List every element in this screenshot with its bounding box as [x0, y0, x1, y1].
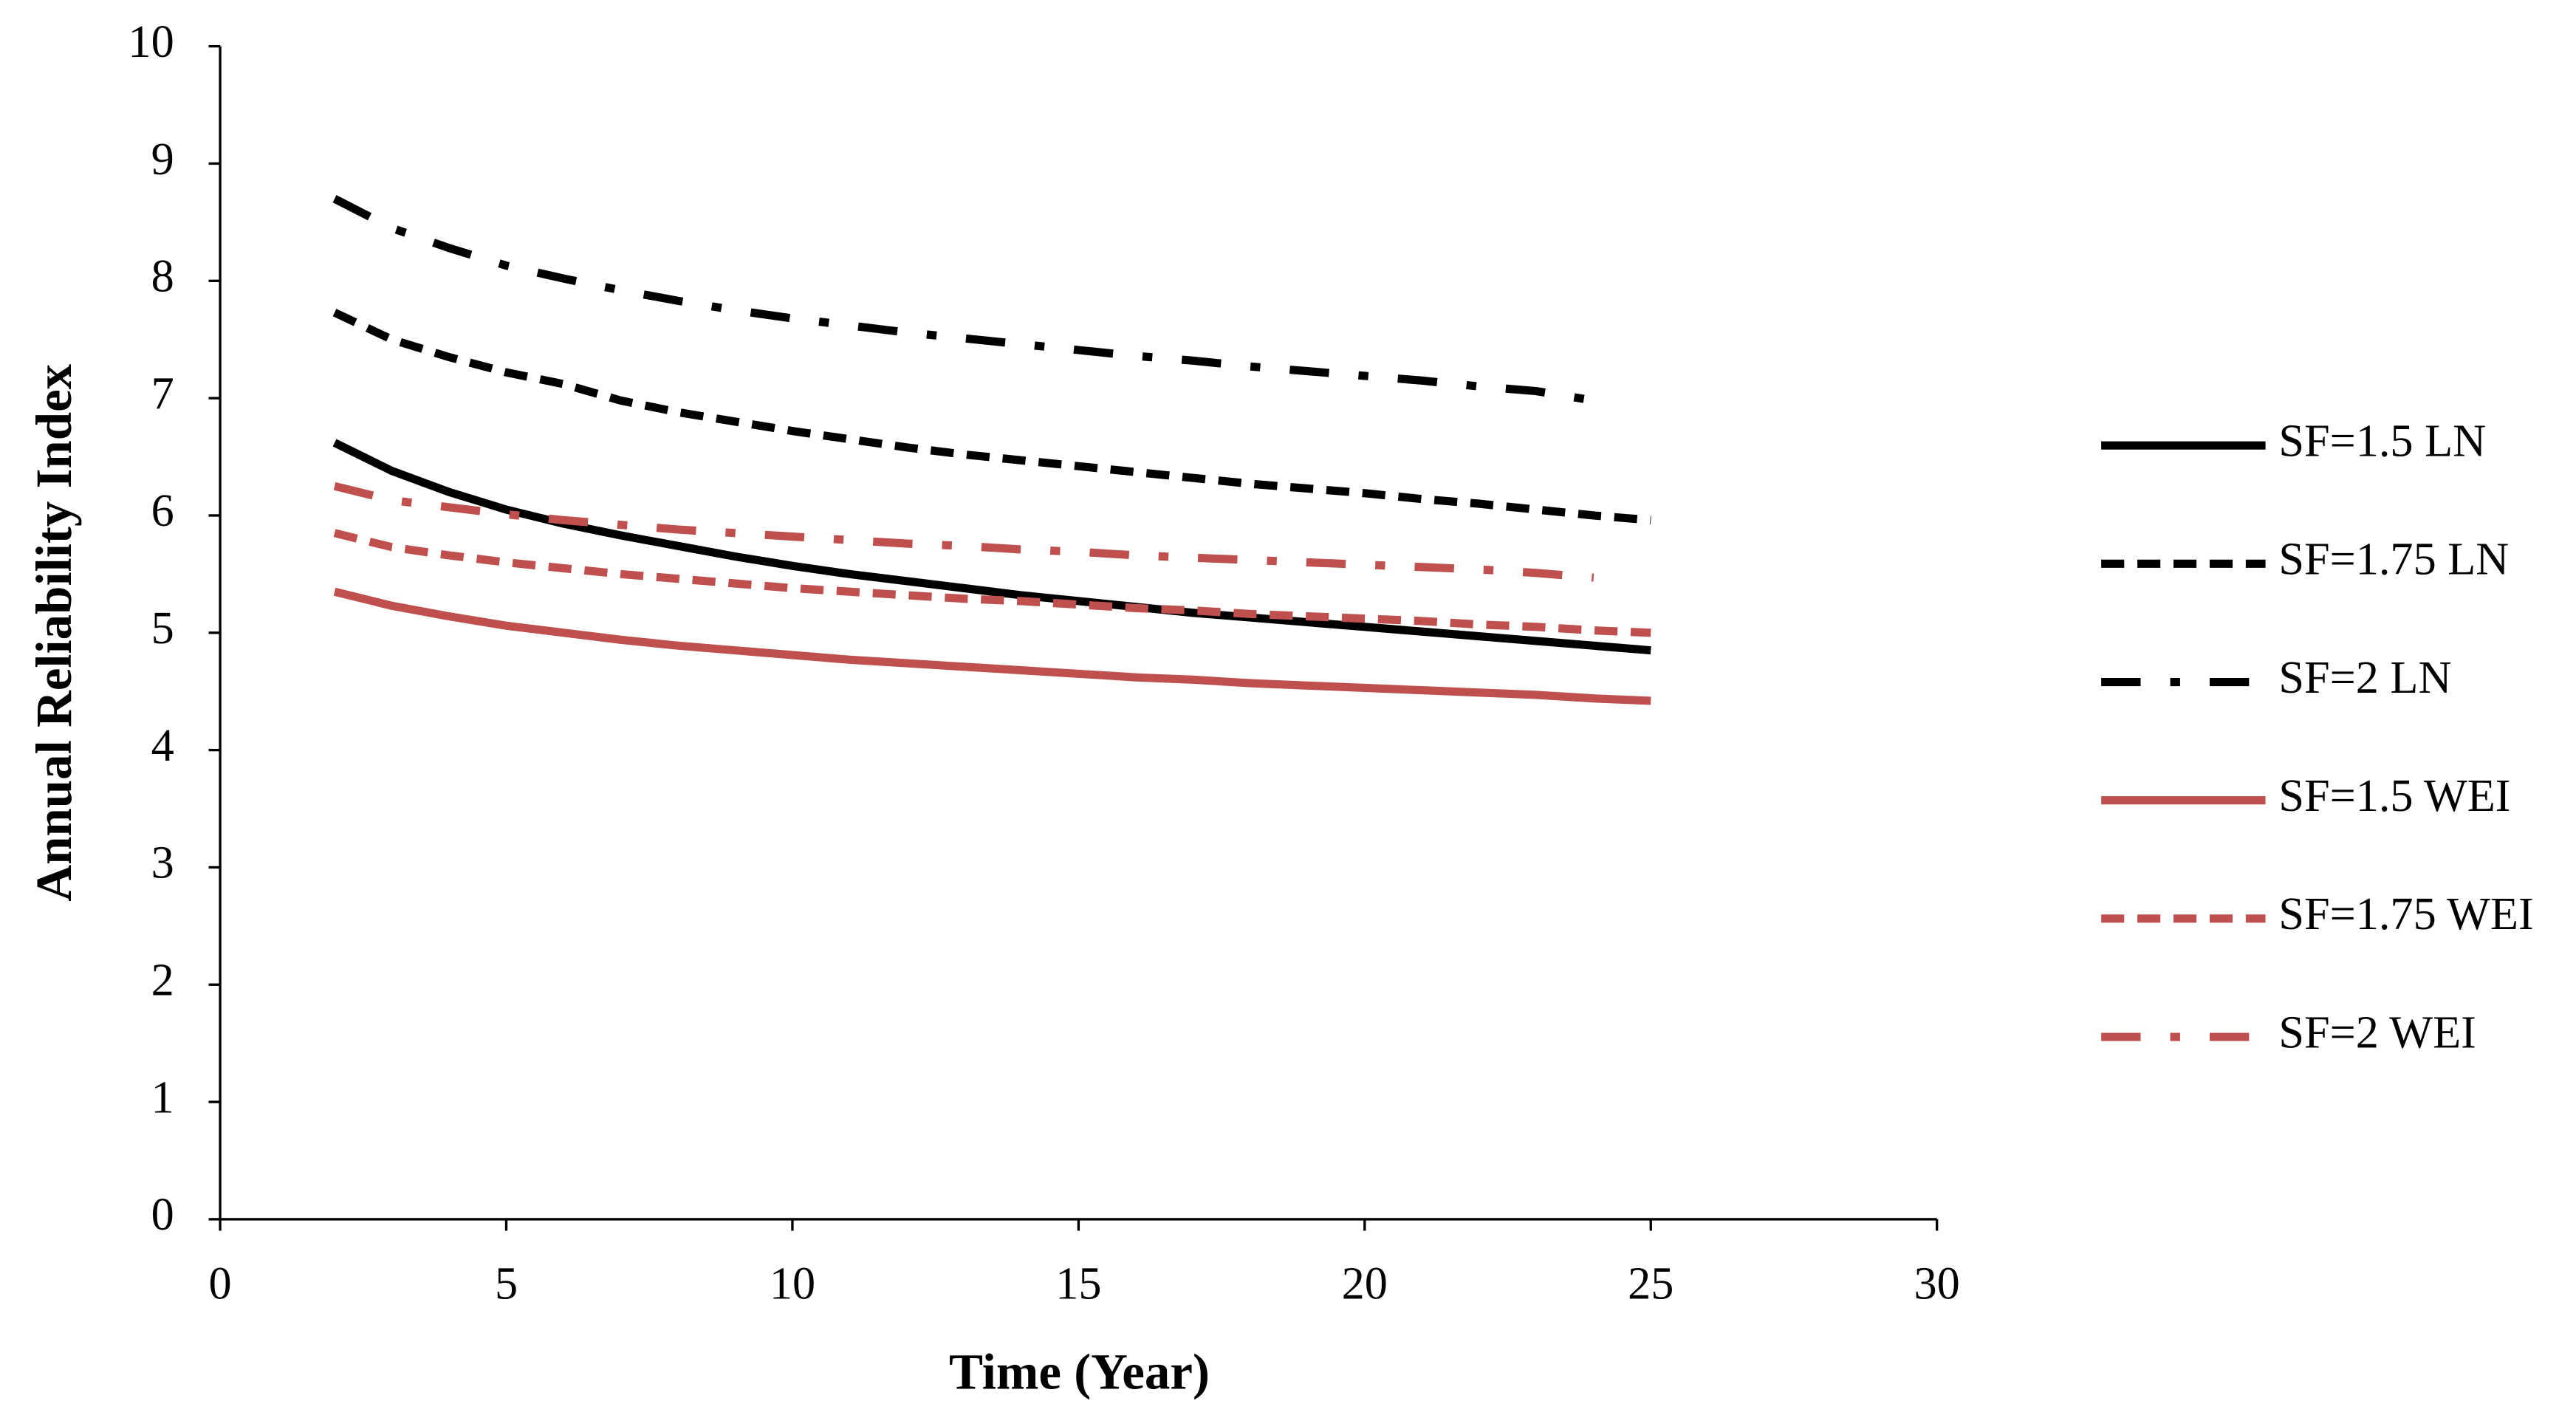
- legend-label: SF=1.75 LN: [2278, 535, 2509, 585]
- y-tick-label: 0: [151, 1190, 174, 1240]
- legend-label: SF=2 WEI: [2278, 1007, 2476, 1058]
- series-line: [333, 482, 1594, 582]
- series-line: [333, 529, 1651, 637]
- y-axis-title: Annual Reliability Index: [26, 363, 82, 901]
- series-line: [333, 587, 1651, 705]
- series-line: [332, 195, 1594, 405]
- y-tick-label: 1: [151, 1072, 174, 1123]
- y-tick-label: 7: [151, 369, 174, 419]
- x-tick-label: 20: [1342, 1259, 1388, 1309]
- legend-label: SF=1.5 LN: [2278, 416, 2486, 466]
- y-tick-label: 6: [151, 486, 174, 536]
- x-tick-label: 10: [770, 1259, 815, 1309]
- x-tick-label: 25: [1628, 1259, 1674, 1309]
- x-tick-label: 15: [1055, 1259, 1101, 1309]
- legend-label: SF=2 LN: [2278, 653, 2451, 703]
- y-tick-label: 4: [151, 721, 174, 771]
- y-tick-label: 8: [151, 252, 174, 302]
- y-tick-label: 5: [151, 603, 174, 654]
- x-tick-label: 5: [495, 1259, 518, 1309]
- y-tick-label: 2: [151, 956, 174, 1006]
- legend-label: SF=1.75 WEI: [2278, 889, 2533, 939]
- y-tick-label: 9: [151, 134, 174, 185]
- x-axis-title: Time (Year): [949, 1343, 1210, 1399]
- x-tick-label: 0: [209, 1259, 232, 1309]
- y-tick-label: 3: [151, 838, 174, 888]
- y-tick-label: 10: [129, 17, 174, 67]
- series-line: [332, 309, 1651, 524]
- x-tick-label: 30: [1914, 1259, 1960, 1309]
- legend-label: SF=1.5 WEI: [2278, 771, 2510, 821]
